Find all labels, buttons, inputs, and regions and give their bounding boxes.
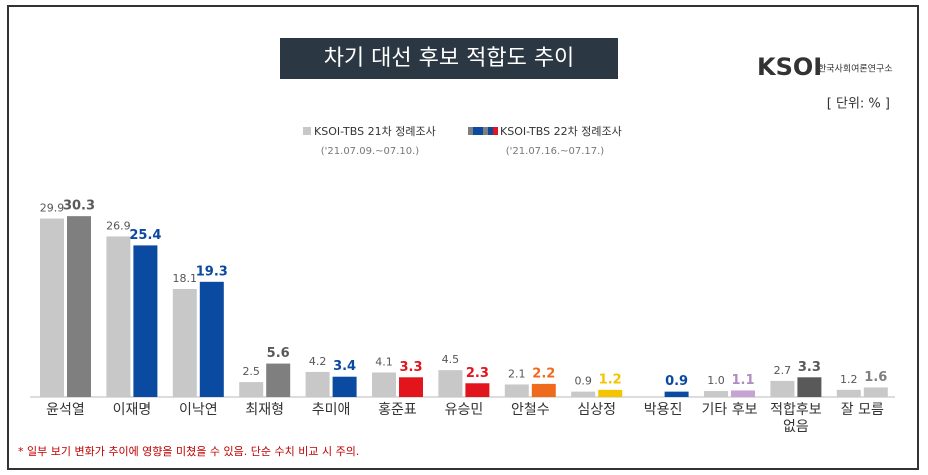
bar [199, 281, 224, 397]
bar [797, 377, 822, 397]
x-tick-label: 기타 후보 [701, 402, 758, 418]
legend-swatch [493, 127, 498, 135]
x-tick-label: 이낙연 [178, 402, 218, 418]
legend-swatch [483, 127, 488, 135]
value-label: 4.1 [375, 356, 393, 369]
bar [704, 391, 728, 397]
bar [266, 363, 291, 397]
bar [399, 377, 423, 397]
logo-name: 한국사회여론연구소 [818, 63, 893, 75]
bar [836, 389, 861, 397]
bar [770, 380, 795, 397]
x-tick-label: 윤석열 [46, 402, 85, 418]
value-label: 1.1 [731, 373, 754, 388]
value-label: 1.2 [599, 372, 622, 387]
value-label: 2.3 [466, 366, 489, 381]
value-label: 2.7 [774, 364, 792, 377]
bar [372, 372, 396, 397]
legend-label: KSOI-TBS 22차 정례조사 [500, 125, 622, 138]
value-label: 3.3 [399, 360, 422, 375]
bar [332, 376, 357, 397]
bar [172, 288, 197, 397]
bar [571, 391, 596, 397]
x-tick-label: 안철수 [510, 402, 550, 418]
value-label: 26.9 [106, 219, 131, 232]
value-label: 30.3 [63, 199, 95, 214]
value-label: 4.2 [309, 355, 327, 368]
value-label: 2.5 [242, 365, 260, 378]
value-label: 3.3 [798, 360, 821, 375]
value-label: 0.9 [665, 374, 688, 389]
bar [67, 216, 91, 397]
value-label: 29.9 [40, 202, 65, 215]
footnote: * 일부 보기 변화가 추이에 영향을 미쳤을 수 있음. 단순 수치 비교 시… [18, 444, 359, 458]
value-label: 25.4 [129, 228, 161, 243]
x-tick-label: 잘 모름 [840, 402, 884, 418]
bar [438, 370, 463, 397]
value-label: 1.0 [707, 374, 725, 387]
bar [504, 384, 529, 397]
value-label: 18.1 [173, 272, 198, 285]
x-tick-label: 유승민 [444, 402, 484, 418]
x-tick-label: 홍준표 [378, 402, 417, 418]
legend-swatch [478, 127, 483, 135]
bar [731, 390, 755, 397]
value-label: 2.2 [532, 366, 555, 381]
x-tick-label: 추미애 [311, 402, 351, 418]
value-label: 4.5 [442, 353, 460, 366]
legend-period: ('21.07.09.~07.10.) [321, 146, 420, 157]
value-label: 1.2 [840, 373, 858, 386]
bar [598, 389, 623, 397]
value-label: 5.6 [267, 346, 290, 361]
legend-swatch [468, 127, 473, 135]
logo-mark: KSOI [757, 53, 822, 81]
legend-swatch [303, 127, 311, 135]
bar [133, 245, 158, 397]
bar [239, 382, 264, 397]
x-tick-label: 적합후보 없음 [770, 402, 822, 435]
legend-swatch [473, 127, 478, 135]
x-tick-label: 이재명 [112, 402, 152, 418]
bar [106, 236, 131, 397]
legend-label: KSOI-TBS 21차 정례조사 [314, 125, 436, 138]
legend-swatch [488, 127, 493, 135]
value-label: 2.1 [508, 367, 526, 380]
frame [7, 5, 919, 470]
legend-period: ('21.07.16.~07.17.) [506, 146, 605, 157]
chart-title: 차기 대선 후보 적합도 추이 [324, 46, 575, 71]
bar [305, 371, 330, 397]
x-tick-label: 박용진 [643, 402, 683, 418]
value-label: 3.4 [333, 359, 356, 374]
title-box [280, 38, 618, 79]
value-label: 19.3 [196, 264, 228, 279]
value-label: 0.9 [574, 375, 592, 388]
value-label: 1.6 [864, 370, 887, 385]
unit: [ 단위: % ] [827, 97, 890, 112]
x-tick-label: 심상정 [577, 402, 616, 418]
bar [531, 383, 556, 397]
x-tick-label: 최재형 [245, 402, 284, 418]
bar [465, 383, 490, 397]
bar [863, 387, 888, 397]
bar [40, 218, 64, 397]
bar [664, 391, 689, 397]
